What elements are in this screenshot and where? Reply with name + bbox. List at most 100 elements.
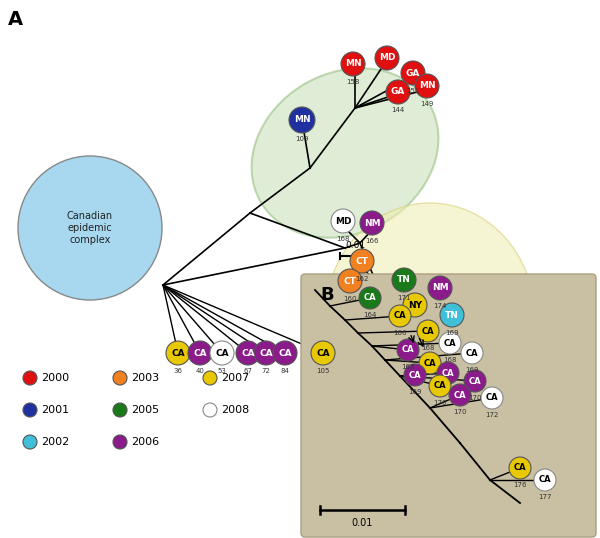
Text: CA: CA — [259, 349, 273, 357]
Text: 166: 166 — [393, 330, 407, 336]
Circle shape — [392, 268, 416, 292]
Circle shape — [429, 375, 451, 397]
Text: MN: MN — [344, 60, 361, 68]
Text: CA: CA — [278, 349, 292, 357]
Circle shape — [359, 287, 381, 309]
Circle shape — [113, 435, 127, 449]
Text: 174: 174 — [433, 303, 446, 309]
Text: CA: CA — [424, 358, 436, 367]
Text: GA: GA — [391, 88, 405, 96]
FancyBboxPatch shape — [301, 274, 596, 537]
Circle shape — [203, 403, 217, 417]
Text: 168: 168 — [421, 345, 435, 351]
Text: CA: CA — [394, 312, 406, 321]
Text: CA: CA — [241, 349, 255, 357]
Text: CA: CA — [466, 349, 478, 357]
Circle shape — [439, 332, 461, 354]
Circle shape — [404, 364, 426, 386]
Circle shape — [273, 341, 297, 365]
Text: 169: 169 — [465, 367, 479, 373]
Circle shape — [449, 384, 471, 406]
Text: 2007: 2007 — [221, 373, 249, 383]
Circle shape — [428, 276, 452, 300]
Text: 2006: 2006 — [131, 437, 159, 447]
Circle shape — [415, 74, 439, 98]
Text: NM: NM — [431, 284, 448, 293]
Text: 168: 168 — [336, 236, 350, 242]
Text: 151: 151 — [406, 88, 419, 94]
Circle shape — [338, 269, 362, 293]
Text: CA: CA — [514, 464, 526, 472]
Text: 109: 109 — [295, 136, 309, 142]
Text: 0.01: 0.01 — [345, 241, 365, 250]
Circle shape — [166, 341, 190, 365]
Circle shape — [534, 469, 556, 491]
Circle shape — [397, 339, 419, 361]
Text: MN: MN — [419, 81, 436, 90]
Text: MD: MD — [379, 53, 395, 62]
Text: 169: 169 — [408, 389, 422, 395]
Text: CA: CA — [485, 393, 499, 402]
Circle shape — [254, 341, 278, 365]
Text: B: B — [320, 286, 334, 304]
Text: CA: CA — [316, 349, 330, 357]
Circle shape — [440, 303, 464, 327]
Text: CA: CA — [193, 349, 207, 357]
Circle shape — [375, 46, 399, 70]
Text: 167: 167 — [401, 364, 415, 370]
Text: MN: MN — [293, 116, 310, 124]
Circle shape — [419, 352, 441, 374]
Circle shape — [389, 305, 411, 327]
Text: 149: 149 — [421, 101, 434, 107]
Text: CA: CA — [364, 294, 376, 302]
Text: 36: 36 — [173, 368, 182, 374]
Circle shape — [18, 156, 162, 300]
Circle shape — [403, 293, 427, 317]
Ellipse shape — [251, 68, 439, 238]
Text: 144: 144 — [391, 107, 404, 113]
Circle shape — [341, 52, 365, 76]
Text: 105: 105 — [316, 368, 329, 374]
Circle shape — [23, 435, 37, 449]
Text: 162: 162 — [355, 276, 368, 282]
Text: NY: NY — [408, 301, 422, 309]
Circle shape — [461, 342, 483, 364]
Ellipse shape — [325, 203, 535, 433]
Text: CA: CA — [171, 349, 185, 357]
Circle shape — [23, 371, 37, 385]
Text: CA: CA — [442, 369, 454, 378]
Circle shape — [203, 371, 217, 385]
Text: 2008: 2008 — [221, 405, 249, 415]
Text: NM: NM — [364, 218, 380, 228]
Text: 2000: 2000 — [41, 373, 69, 383]
Text: 177: 177 — [538, 494, 552, 500]
Text: 171: 171 — [397, 295, 411, 301]
Circle shape — [113, 403, 127, 417]
Text: 2002: 2002 — [41, 437, 69, 447]
Text: 40: 40 — [196, 368, 205, 374]
Text: CT: CT — [344, 277, 356, 286]
Text: CA: CA — [422, 327, 434, 336]
Text: 166: 166 — [365, 238, 379, 244]
Text: 2005: 2005 — [131, 405, 159, 415]
Circle shape — [509, 457, 531, 479]
Text: TN: TN — [445, 310, 459, 320]
Circle shape — [386, 80, 410, 104]
Text: GA: GA — [406, 68, 420, 77]
Text: 53: 53 — [218, 368, 226, 374]
Circle shape — [289, 107, 315, 133]
Circle shape — [188, 341, 212, 365]
Text: Canadian
epidemic
complex: Canadian epidemic complex — [67, 211, 113, 245]
Text: 2003: 2003 — [131, 373, 159, 383]
Circle shape — [236, 341, 260, 365]
Text: 0.01: 0.01 — [352, 518, 373, 528]
Text: CA: CA — [539, 476, 551, 485]
Text: 84: 84 — [281, 368, 289, 374]
Text: CA: CA — [443, 338, 457, 348]
Text: 176: 176 — [513, 482, 527, 488]
Text: CA: CA — [409, 371, 421, 379]
Text: MD: MD — [335, 216, 351, 225]
Circle shape — [464, 370, 486, 392]
Text: 2001: 2001 — [41, 405, 69, 415]
Circle shape — [437, 362, 459, 384]
